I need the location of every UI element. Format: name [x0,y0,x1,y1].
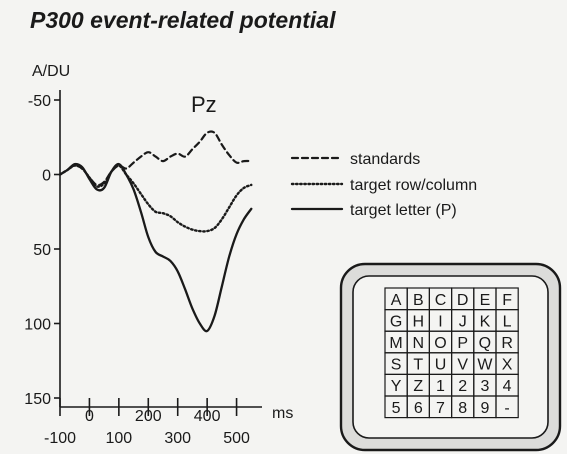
speller-cell-char: V [457,357,468,374]
speller-cell-char: 4 [503,378,512,395]
target-letter-line [58,162,253,333]
speller-cell-char: Z [413,378,423,395]
x-ticks: 0 200 400 -100 100 300 500 [44,398,250,447]
speller-cell-char: 5 [392,400,401,417]
speller-cell-char: F [502,292,512,309]
speller-cell-char: - [504,400,509,417]
speller-cells: A B C D E F G H I J K L M N O P Q R S T U V W X Y Z 1 2 3 4 5 6 7 8 9- [384,287,519,419]
speller-cell-char: E [480,292,491,309]
speller-cell-char: G [390,313,402,330]
speller-cell-char: Y [391,378,402,395]
speller-cell-char: P [457,335,468,352]
x-tick-label-lower: 100 [106,430,133,447]
y-tick-label: 0 [42,168,51,185]
x-tick-label-lower: 500 [223,430,250,447]
x-tick-label-upper: 200 [135,408,162,425]
speller-cell-char: X [502,357,513,374]
speller-matrix: A B C D E F G H I J K L M N O P Q R S T U V W X Y Z 1 2 3 4 5 6 7 8 9- [339,262,562,452]
speller-cell-char: U [435,357,447,374]
y-tick-label: -50 [28,93,51,110]
speller-cell-char: L [503,313,512,330]
speller-cell-char: 8 [458,400,467,417]
speller-cell-char: O [434,335,446,352]
legend-label: target letter (P) [350,202,457,219]
y-axis-label: A/DU [32,63,70,80]
speller-cell-char: 2 [458,378,467,395]
y-tick-label: 50 [33,242,51,259]
x-axis-label: ms [272,405,293,422]
speller-cell-char: H [413,313,425,330]
speller-cell-char: 7 [436,400,445,417]
speller-cell-char: 9 [480,400,489,417]
speller-cell-char: W [477,357,493,374]
speller-inner-frame [352,275,549,439]
speller-cell-char: 6 [414,400,423,417]
series-layer [58,130,253,333]
speller-cell-char: S [391,357,402,374]
x-tick-label-upper: 0 [85,408,94,425]
x-tick-label-lower: 300 [164,430,191,447]
speller-cell-char: K [480,313,491,330]
speller-cell-char: N [413,335,425,352]
speller-cell-char: J [459,313,467,330]
speller-cell-char: 1 [436,378,445,395]
y-tick-label: 150 [24,391,51,408]
speller-cell-char: D [457,292,469,309]
chart-title: P300 event-related potential [30,7,336,33]
target-row-column-line [58,164,253,233]
speller-cell-char: M [389,335,402,352]
y-tick-label: 100 [24,317,51,334]
speller-cell-char: B [413,292,424,309]
speller-cell-char: T [413,357,423,374]
legend: standards target row/column target letter … [290,151,477,219]
legend-label: standards [350,151,420,168]
speller-cell-char: C [435,292,447,309]
speller-cell-char: I [438,313,442,330]
x-tick-label-lower: -100 [44,430,76,447]
speller-cell-char: A [391,292,402,309]
legend-label: target row/column [350,177,477,194]
speller-cell-char: Q [479,335,491,352]
channel-label: Pz [191,92,217,117]
y-ticks: -50 0 50 100 150 [24,93,60,408]
speller-cell-char: 3 [480,378,489,395]
x-tick-label-upper: 400 [194,408,221,425]
speller-cell-char: R [501,335,513,352]
speller-cell [495,395,519,419]
